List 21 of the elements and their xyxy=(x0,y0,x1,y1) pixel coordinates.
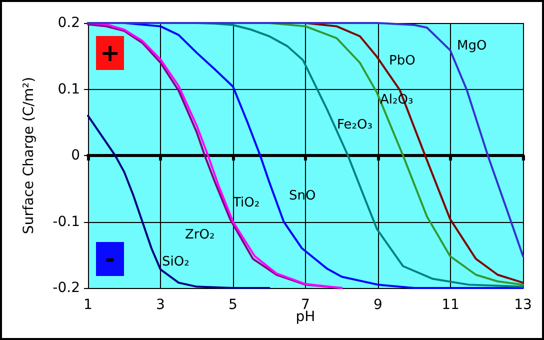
y-tick-label: 0 xyxy=(71,148,80,164)
y-tick-label: 0.1 xyxy=(58,81,80,98)
annotation: PbO xyxy=(389,54,416,68)
y-axis-title: Surface Charge (C/m²) xyxy=(21,76,37,234)
annotation: TiO₂ xyxy=(232,196,260,210)
x-tick-label: 11 xyxy=(442,297,460,313)
x-tick-label: 5 xyxy=(228,297,238,313)
x-tick-label: 1 xyxy=(84,297,92,313)
annotation: Fe₂O₃ xyxy=(337,118,372,132)
line-series xyxy=(87,114,270,289)
annotation: MgO xyxy=(457,38,487,54)
annotation: ZrO₂ xyxy=(185,228,215,242)
minus-sign-badge: - xyxy=(96,242,124,276)
annotation: SiO₂ xyxy=(162,254,190,270)
y-tick-label: -0.2 xyxy=(52,280,80,296)
plus-sign-badge: + xyxy=(96,36,124,70)
y-tick-label: 0.2 xyxy=(58,15,80,31)
x-tick-label: 9 xyxy=(374,297,382,313)
x-tick-label: 13 xyxy=(514,297,532,313)
y-tick-label: -0.1 xyxy=(52,214,80,230)
x-tick-label: 3 xyxy=(156,297,165,313)
